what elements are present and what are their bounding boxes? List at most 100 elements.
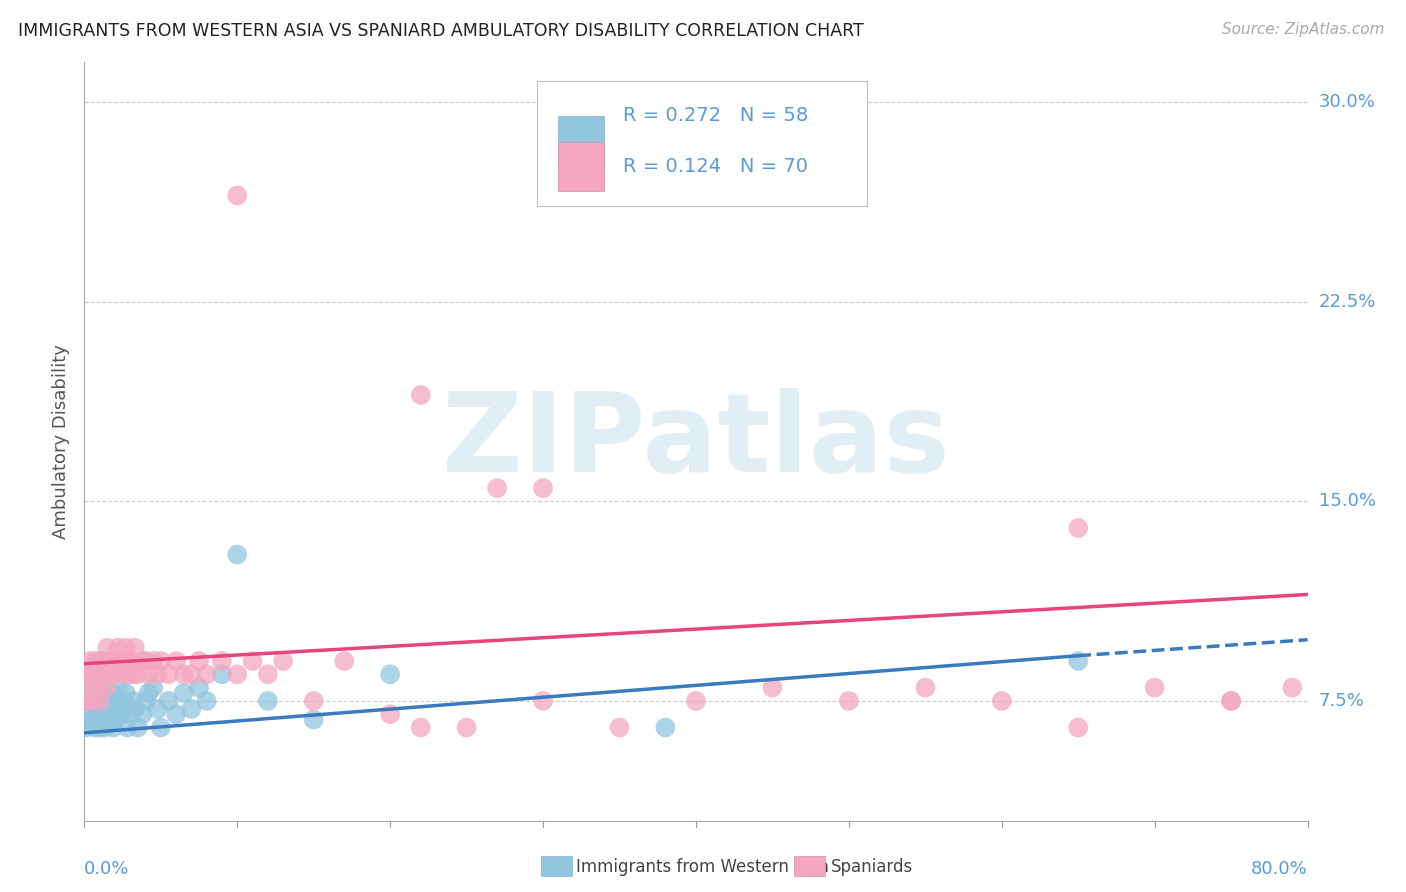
Point — [77, 694, 100, 708]
Point — [122, 694, 145, 708]
Text: 15.0%: 15.0% — [1319, 492, 1375, 510]
Point — [76, 681, 98, 695]
Text: Spaniards: Spaniards — [831, 858, 912, 876]
Point — [122, 667, 145, 681]
Point — [97, 667, 120, 681]
Point — [93, 694, 115, 708]
Point — [195, 694, 218, 708]
Point — [380, 707, 402, 722]
Point — [89, 721, 111, 735]
Point — [103, 721, 125, 735]
Point — [1281, 681, 1303, 695]
Point — [127, 667, 149, 681]
Point — [333, 654, 356, 668]
Point — [173, 667, 195, 681]
Point — [1067, 521, 1090, 535]
Point — [111, 667, 134, 681]
Point — [124, 640, 146, 655]
Point — [146, 702, 169, 716]
Point — [83, 667, 105, 681]
Point — [456, 721, 478, 735]
Point — [914, 681, 936, 695]
Point — [685, 694, 707, 708]
Point — [180, 702, 202, 716]
Point — [409, 721, 432, 735]
Point — [101, 707, 124, 722]
Point — [188, 654, 211, 668]
Point — [157, 667, 180, 681]
Text: 0.0%: 0.0% — [84, 860, 129, 878]
Point — [142, 654, 165, 668]
Point — [96, 667, 118, 681]
Point — [75, 694, 97, 708]
Point — [107, 702, 129, 716]
Point — [226, 548, 249, 562]
Point — [111, 694, 134, 708]
Y-axis label: Ambulatory Disability: Ambulatory Disability — [52, 344, 70, 539]
Point — [114, 640, 136, 655]
Point — [107, 640, 129, 655]
Point — [75, 721, 97, 735]
Point — [86, 681, 108, 695]
Point — [77, 667, 100, 681]
Point — [89, 694, 111, 708]
Point — [97, 702, 120, 716]
Text: 80.0%: 80.0% — [1251, 860, 1308, 878]
Point — [89, 694, 111, 708]
FancyBboxPatch shape — [537, 81, 868, 207]
Text: IMMIGRANTS FROM WESTERN ASIA VS SPANIARD AMBULATORY DISABILITY CORRELATION CHART: IMMIGRANTS FROM WESTERN ASIA VS SPANIARD… — [18, 22, 865, 40]
Point — [135, 654, 157, 668]
FancyBboxPatch shape — [558, 142, 605, 191]
Point — [84, 654, 107, 668]
Point — [131, 707, 153, 722]
Point — [242, 654, 264, 668]
Point — [107, 681, 129, 695]
Point — [157, 694, 180, 708]
Point — [104, 694, 127, 708]
Point — [80, 694, 103, 708]
Point — [124, 702, 146, 716]
Point — [226, 667, 249, 681]
Point — [112, 654, 135, 668]
Point — [110, 707, 132, 722]
Point — [531, 694, 554, 708]
Point — [94, 713, 117, 727]
Point — [96, 707, 118, 722]
Point — [302, 694, 325, 708]
Point — [96, 694, 118, 708]
Point — [146, 667, 169, 681]
Point — [211, 654, 233, 668]
Point — [96, 640, 118, 655]
Point — [101, 667, 124, 681]
Point — [180, 667, 202, 681]
Text: R = 0.272   N = 58: R = 0.272 N = 58 — [623, 106, 808, 125]
Point — [226, 188, 249, 202]
Point — [1067, 721, 1090, 735]
Point — [271, 654, 294, 668]
Point — [838, 694, 860, 708]
Point — [98, 694, 121, 708]
Text: Source: ZipAtlas.com: Source: ZipAtlas.com — [1222, 22, 1385, 37]
Point — [91, 667, 114, 681]
Point — [165, 707, 187, 722]
Point — [127, 721, 149, 735]
Point — [101, 686, 124, 700]
Point — [654, 721, 676, 735]
Point — [1143, 681, 1166, 695]
Point — [93, 721, 115, 735]
Point — [79, 654, 101, 668]
Point — [94, 681, 117, 695]
Text: R = 0.124   N = 70: R = 0.124 N = 70 — [623, 157, 807, 176]
Point — [91, 702, 114, 716]
Text: Immigrants from Western Asia: Immigrants from Western Asia — [576, 858, 830, 876]
Point — [1220, 694, 1243, 708]
Point — [380, 667, 402, 681]
Text: 7.5%: 7.5% — [1319, 692, 1365, 710]
Point — [761, 681, 783, 695]
Point — [257, 667, 280, 681]
Point — [531, 481, 554, 495]
Point — [120, 707, 142, 722]
Point — [104, 667, 127, 681]
Point — [80, 702, 103, 716]
Point — [195, 667, 218, 681]
